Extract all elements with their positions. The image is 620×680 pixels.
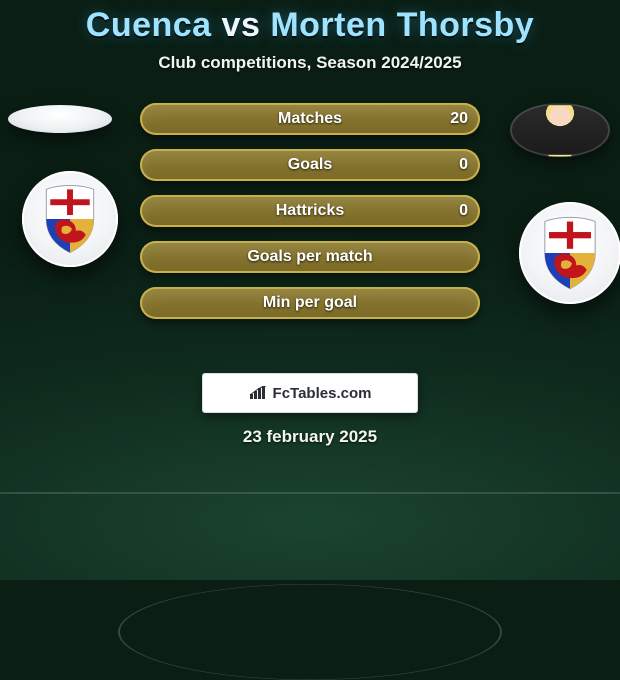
- comparison-stage: Matches 20 Goals 0 Hattricks 0 Goals per…: [0, 107, 620, 357]
- club-crest-right: [519, 202, 620, 304]
- shield-icon: [40, 183, 100, 254]
- stat-row: Hattricks 0: [140, 195, 480, 227]
- player-left-avatar-placeholder: [8, 105, 112, 133]
- stat-row: Matches 20: [140, 103, 480, 135]
- stat-label: Goals per match: [140, 241, 480, 273]
- title-vs: vs: [212, 6, 271, 44]
- subtitle: Club competitions, Season 2024/2025: [0, 53, 620, 73]
- title-player-right: Morten Thorsby: [270, 6, 534, 44]
- club-crest-left: [22, 171, 118, 267]
- player-right-avatar: [510, 103, 610, 156]
- date-line: 23 february 2025: [0, 427, 620, 447]
- stat-right-value: 0: [459, 149, 468, 181]
- shield-icon: [538, 215, 601, 290]
- stat-right-value: 20: [450, 103, 468, 135]
- stat-right-value: 0: [459, 195, 468, 227]
- stat-label: Hattricks: [140, 195, 480, 227]
- stat-label: Matches: [140, 103, 480, 135]
- page-title: Cuenca vs Morten Thorsby: [0, 0, 620, 45]
- brand-badge: FcTables.com: [202, 373, 418, 413]
- brand-text: FcTables.com: [273, 385, 372, 402]
- bars-icon: [249, 386, 267, 400]
- stat-row: Goals 0: [140, 149, 480, 181]
- stat-bars: Matches 20 Goals 0 Hattricks 0 Goals per…: [140, 103, 480, 319]
- title-player-left: Cuenca: [86, 6, 212, 44]
- stat-label: Min per goal: [140, 287, 480, 319]
- stat-label: Goals: [140, 149, 480, 181]
- stat-row: Goals per match: [140, 241, 480, 273]
- stat-row: Min per goal: [140, 287, 480, 319]
